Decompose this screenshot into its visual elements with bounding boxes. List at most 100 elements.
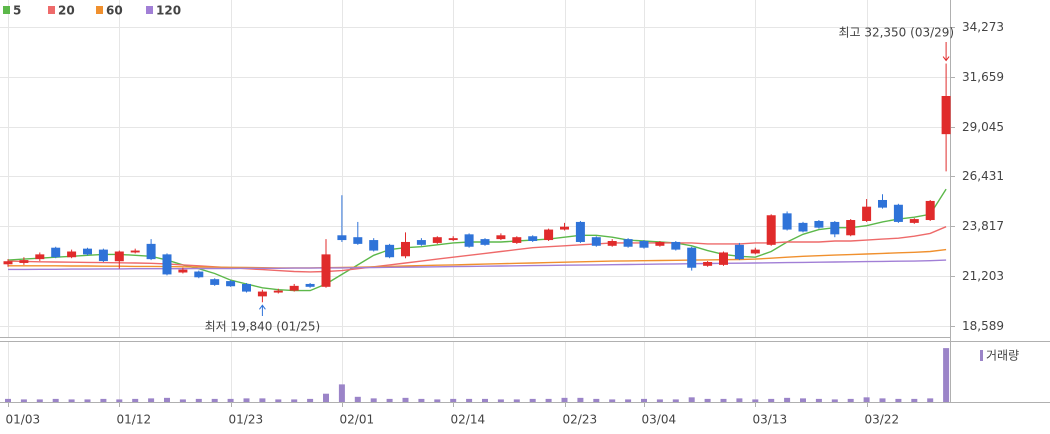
candle-body [321, 254, 331, 287]
x-tick-label: 02/01 [340, 413, 375, 427]
volume-bar [847, 398, 854, 402]
volume-bar [275, 399, 282, 402]
volume-bar [259, 398, 266, 402]
candle-body [114, 251, 124, 262]
y-tick-label: 21,203 [962, 269, 1004, 283]
volume-bar [784, 397, 791, 402]
volume-bar [132, 398, 139, 402]
x-tick-label: 03/04 [642, 413, 677, 427]
candle-body [862, 206, 872, 221]
volume-bar [561, 397, 568, 402]
annotation-arrow [942, 42, 950, 62]
volume-bar [831, 399, 838, 402]
x-tick-label: 02/23 [563, 413, 598, 427]
volume-bar [20, 399, 27, 402]
candle-body [162, 254, 172, 275]
volume-bar [704, 398, 711, 402]
volume-bar [911, 398, 918, 402]
volume-bar [243, 398, 250, 402]
volume-bar [497, 399, 504, 402]
volume-bar [577, 397, 584, 402]
volume-bar [370, 398, 377, 402]
volume-bar [354, 396, 361, 402]
volume-bar [68, 399, 75, 402]
candle-body [798, 222, 808, 232]
volume-bar [291, 399, 298, 402]
x-tick-label: 01/03 [6, 413, 41, 427]
volume-bar [688, 397, 695, 402]
volume-bar [800, 398, 806, 402]
legend-label: 5 [13, 4, 21, 18]
y-tick-label: 18,589 [962, 319, 1004, 333]
candle-body [448, 238, 458, 241]
volume-bar [863, 397, 870, 402]
x-tick-label: 03/13 [753, 413, 788, 427]
candle-body [830, 221, 840, 235]
candle-body [623, 239, 633, 247]
candle-body [146, 243, 156, 260]
candle-body [846, 220, 856, 236]
legend-label: 거래량 [986, 349, 1019, 363]
annotation-low: 최저 19,840 (01/25) [205, 320, 321, 334]
candle-body [178, 269, 188, 273]
candle-body [385, 244, 395, 258]
volume-bar [323, 393, 329, 402]
candle-body [496, 235, 506, 240]
volume-bar [736, 398, 743, 402]
volume-bar [195, 398, 202, 402]
y-tick-label: 31,659 [962, 70, 1004, 84]
legend-swatch [980, 350, 983, 361]
candle-body [67, 251, 77, 258]
volume-bar [609, 399, 616, 402]
candle-body [19, 260, 29, 263]
candle-body [878, 199, 887, 208]
candle-body [98, 249, 108, 262]
candle-body [544, 229, 554, 241]
volume-bar [5, 398, 11, 402]
x-tick-label: 02/14 [451, 413, 486, 427]
candle-body [369, 240, 379, 251]
legend-label: 20 [58, 4, 75, 18]
candle-body [353, 237, 363, 244]
volume-bar [164, 397, 170, 402]
candle-body [909, 219, 919, 223]
candle-body [766, 215, 776, 245]
volume-bar [227, 398, 234, 402]
candle-body [560, 226, 569, 230]
volume-bar [672, 399, 679, 402]
candle-body [734, 244, 744, 260]
volume-bar [466, 398, 473, 402]
volume-bar [450, 398, 457, 402]
volume-bar [943, 348, 950, 402]
candle-body [210, 279, 220, 285]
candle-body [51, 247, 61, 258]
candle-body [194, 271, 204, 278]
candle-body [305, 283, 315, 287]
candle-body [257, 291, 267, 297]
candle-body [289, 285, 299, 291]
volume-bar [656, 399, 663, 402]
candle-body [925, 200, 935, 221]
candle-body [782, 213, 792, 230]
volume-bar [927, 398, 934, 402]
volume-bar [815, 398, 822, 402]
volume-bar [148, 398, 155, 402]
volume-bar [545, 398, 552, 402]
candle-body [432, 237, 442, 243]
volume-bar [52, 398, 59, 402]
annotation-high: 최고 32,350 (03/29) [838, 26, 954, 40]
volume-bar [338, 384, 345, 402]
candle-body [337, 235, 347, 241]
candle-body [3, 261, 13, 265]
volume-bar [36, 399, 43, 402]
volume-bar [211, 398, 218, 402]
legend-label: 60 [106, 4, 123, 18]
candle-body [687, 247, 697, 268]
candle-body [83, 248, 92, 255]
candle-body [130, 250, 140, 253]
candle-body [273, 290, 283, 293]
volume-bar [513, 399, 520, 402]
volume-bar [100, 398, 107, 402]
y-tick-label: 34,273 [962, 20, 1004, 34]
